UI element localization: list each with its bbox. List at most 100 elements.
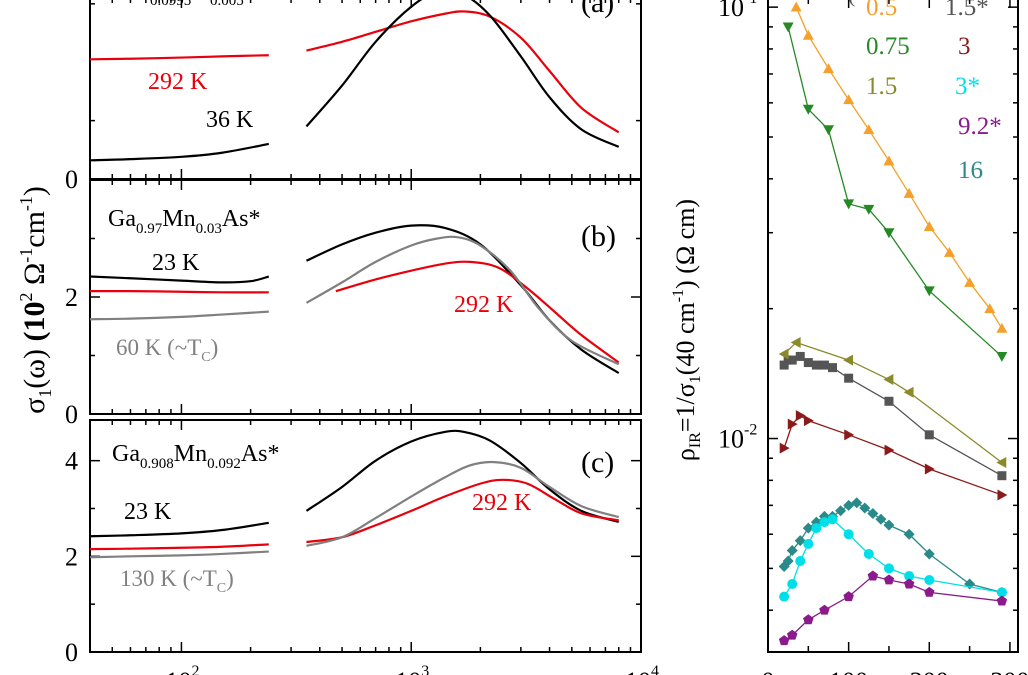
rho-point-0-1	[802, 29, 814, 40]
rho-point-1-2	[822, 125, 834, 136]
panel-a-label-292k: 292 K	[148, 69, 208, 95]
legend-top-partial: (	[848, 0, 855, 7]
rho-point-6-3	[803, 538, 814, 549]
rho-point-2-2	[787, 355, 797, 365]
left-y-axis-label: σ1(ω) (102 Ω-1cm-1)	[16, 186, 55, 414]
rho-point-2-0	[779, 360, 789, 370]
rho-point-4-1	[787, 418, 798, 430]
panel-c-130k-close: )	[226, 566, 234, 591]
rho-point-7-6	[883, 574, 895, 585]
rho-point-5-3	[794, 535, 806, 547]
rho-sub-1: 1	[687, 375, 704, 383]
rho-point-5-15	[903, 528, 915, 540]
panel-c-130k-main: 130 K (~T	[120, 566, 217, 591]
x-tick-exp: 3	[421, 663, 429, 675]
rho-point-1-0	[782, 22, 794, 33]
rho-point-5-10	[851, 497, 863, 509]
panel-b-ga: Ga	[108, 206, 136, 232]
right-x-tick-label: 0	[762, 667, 775, 675]
rho-point-0-7	[923, 221, 935, 231]
rho-point-5-11	[859, 502, 871, 514]
panel-c-frame	[89, 419, 642, 653]
rho-point-5-16	[923, 548, 935, 560]
x-tick-label: 104	[625, 663, 659, 675]
rho-point-5-4	[802, 522, 814, 534]
y-tick-label: 0	[65, 165, 78, 194]
rho-point-1-4	[863, 204, 875, 215]
rho-point-3-5	[996, 456, 1007, 468]
x-tick-exp: 2	[191, 663, 199, 675]
right-y-tick-exp: -2	[744, 422, 757, 439]
legend-0-5: 0.5	[866, 0, 897, 21]
x-tick-base: 10	[165, 667, 191, 675]
rho-point-1-7	[996, 352, 1008, 362]
rho-point-3-0	[778, 348, 789, 360]
rho-point-1-1	[802, 104, 814, 115]
series-line-2-0-0	[90, 521, 269, 538]
panel-a-compound-subscripts: 0.0995 0.005	[150, 0, 244, 9]
rho-point-6-2	[795, 556, 806, 567]
panel-right-frame	[767, 0, 1019, 653]
rho-point-7-0	[778, 635, 790, 646]
panel-right	[767, 0, 1019, 653]
series-line-2-2-0	[90, 550, 269, 559]
series-line-0-0-1	[306, 10, 620, 134]
ylabel-exp-cm: -1	[16, 196, 36, 211]
svg-text:σ1(ω) (102 Ω-1cm-1): σ1(ω) (102 Ω-1cm-1)	[16, 186, 55, 414]
panel-c-letter: (c)	[581, 446, 614, 479]
panel-b-sub-mn: 0.03	[196, 221, 222, 237]
legend-1-5-star: 1.5*	[945, 0, 989, 21]
rho-point-5-13	[875, 513, 887, 525]
rho-point-4-4	[844, 429, 855, 441]
rho-point-2-8	[844, 373, 854, 383]
right-x-tick-label: 200	[910, 667, 949, 675]
rho-symbol: ρ	[671, 448, 700, 461]
right-y-tick-label: 10-1	[718, 0, 757, 22]
svg-text:ρIR=1/σ1(40 cm-1) (Ω cm): ρIR=1/σ1(40 cm-1) (Ω cm)	[670, 199, 704, 461]
x-tick-base: 10	[395, 667, 421, 675]
chart-marks: 002024102103104(a)010020030010-210-1	[65, 0, 1028, 675]
ylabel-omega: (ω)	[18, 342, 51, 389]
rho-point-7-3	[819, 604, 830, 615]
rho-point-7-9	[996, 595, 1008, 606]
series-line-0-0-0	[90, 54, 269, 61]
rho-freq: (40 cm	[671, 302, 700, 375]
panel-c-as: As*	[241, 441, 280, 467]
rho-point-4-6	[924, 463, 935, 475]
panel-c-label-292k: 292 K	[472, 490, 532, 516]
rho-sub-ir: IR	[687, 432, 704, 448]
x-tick-label: 102	[165, 663, 199, 675]
y-tick-label: 2	[65, 283, 78, 312]
rho-point-6-12	[996, 587, 1007, 598]
rho-point-4-5	[884, 444, 895, 456]
series-line-2-1-1	[306, 478, 619, 544]
ylabel-close: )	[18, 186, 51, 196]
rho-point-3-2	[843, 354, 854, 366]
legend-0-75: 0.75	[866, 33, 910, 60]
panel-b-60k-sub: C	[201, 350, 210, 365]
legend-1-5: 1.5	[866, 73, 897, 100]
rho-point-7-1	[786, 629, 798, 640]
rho-point-7-2	[803, 614, 814, 625]
rho-point-5-12	[867, 508, 879, 520]
y-tick-label: 4	[65, 447, 78, 476]
panel-c-mn: Mn	[174, 441, 207, 467]
right-x-tick-label: 300	[990, 667, 1028, 675]
rho-point-2-3	[795, 351, 805, 361]
rho-point-6-1	[787, 579, 798, 590]
panel-b-as: As*	[222, 206, 261, 232]
panel-c-sub-ga: 0.908	[140, 456, 174, 472]
series-line-2-1-0	[90, 543, 269, 551]
rho-point-0-3	[843, 94, 855, 105]
series-line-2-0-1	[305, 429, 620, 523]
series-line-1-2-0	[90, 310, 269, 321]
panel-b-compound: Ga0.97Mn0.03As*	[108, 206, 261, 237]
rho-point-0-8	[943, 246, 955, 257]
panel-b-mn: Mn	[162, 206, 195, 232]
rho-point-4-2	[795, 410, 806, 422]
rho-point-5-14	[883, 519, 895, 531]
rho-point-3-3	[883, 374, 894, 386]
rho-point-0-6	[903, 187, 915, 198]
rho-point-5-8	[835, 505, 847, 517]
